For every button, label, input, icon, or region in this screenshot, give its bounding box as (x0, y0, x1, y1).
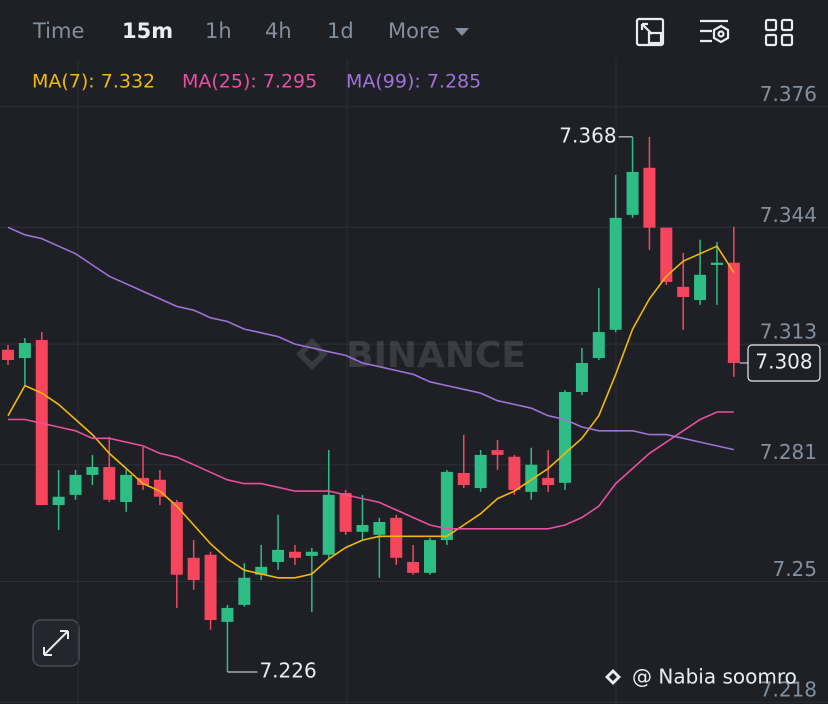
candle-body (542, 477, 555, 486)
min-label: 7.226 (259, 658, 316, 682)
candle-body (187, 557, 200, 581)
candle-body (694, 274, 707, 301)
candle-body (609, 217, 622, 330)
y-tick-label: 7.344 (760, 203, 817, 227)
legend-entry: MA(99): 7.285 (346, 71, 481, 93)
candle-body (204, 554, 217, 620)
candle-body (356, 525, 369, 532)
candle-body (322, 494, 335, 555)
watermark-text: BINANCE (346, 335, 526, 376)
candle-body (255, 566, 268, 575)
candle-body (373, 521, 386, 535)
ma-line (7, 245, 735, 579)
credit: @ Nabia soomro (632, 665, 797, 689)
timeframe-tab[interactable]: Time (32, 19, 84, 43)
candle-body (288, 551, 301, 558)
y-tick-label: 7.281 (760, 440, 817, 464)
max-label: 7.368 (559, 123, 616, 147)
candle-body (305, 551, 318, 556)
candle-body (170, 502, 183, 575)
candle-body (575, 362, 588, 392)
candle-body (592, 332, 605, 359)
candle-body (643, 167, 656, 228)
fullscreen-icon[interactable] (635, 17, 665, 47)
ma-line (8, 411, 734, 530)
candle-body (559, 391, 572, 483)
ma-line (7, 226, 734, 451)
candle-body (339, 492, 352, 532)
y-tick-label: 7.376 (760, 82, 817, 106)
candle-body (440, 471, 453, 541)
candle-body (86, 466, 99, 475)
legend-entry: MA(7): 7.332 (32, 71, 155, 93)
candle-body (52, 496, 65, 506)
settings-icon[interactable] (700, 19, 730, 44)
candle-body (2, 349, 14, 360)
candle-body (525, 464, 538, 492)
candle-body (390, 517, 403, 558)
last-price-box (747, 344, 821, 382)
credit-logo (605, 669, 621, 685)
candle-body (710, 262, 723, 265)
candle-body (727, 262, 740, 363)
y-tick-label: 7.25 (772, 557, 817, 581)
candle-body (407, 561, 420, 573)
candle-body (660, 227, 673, 282)
expand-button[interactable] (32, 619, 80, 667)
legend-entry: MA(25): 7.295 (182, 71, 317, 93)
timeframe-tab[interactable]: 4h (265, 19, 292, 43)
layout-icon[interactable] (764, 18, 794, 47)
candle-body (457, 473, 470, 486)
candle-body (18, 342, 31, 359)
candle-body (103, 466, 116, 500)
candle-body (153, 479, 166, 497)
timeframe-tab[interactable]: 1h (205, 19, 232, 43)
candle-body (137, 477, 150, 486)
toolbar-icons (635, 17, 794, 47)
candle-body (221, 607, 234, 622)
candle-body (626, 171, 639, 215)
candle-body (238, 577, 251, 605)
candle-body (491, 450, 504, 455)
last-price-label: 7.308 (755, 349, 812, 373)
candle-body (120, 474, 133, 503)
candle-body (69, 474, 82, 495)
y-tick-label: 7.218 (760, 678, 817, 702)
candle-body (474, 454, 487, 489)
timeframe-tab[interactable]: More (388, 19, 440, 43)
watermark: BINANCE (296, 335, 526, 376)
candle-body (424, 540, 436, 573)
candle-body (508, 456, 521, 490)
candle-body (272, 549, 285, 562)
timeframe-tab[interactable]: 15m (122, 19, 173, 43)
timeframe-tab[interactable]: 1d (327, 19, 354, 43)
dropdown-arrow (455, 28, 469, 36)
y-tick-label: 7.313 (760, 320, 817, 344)
candle-body (677, 286, 690, 298)
